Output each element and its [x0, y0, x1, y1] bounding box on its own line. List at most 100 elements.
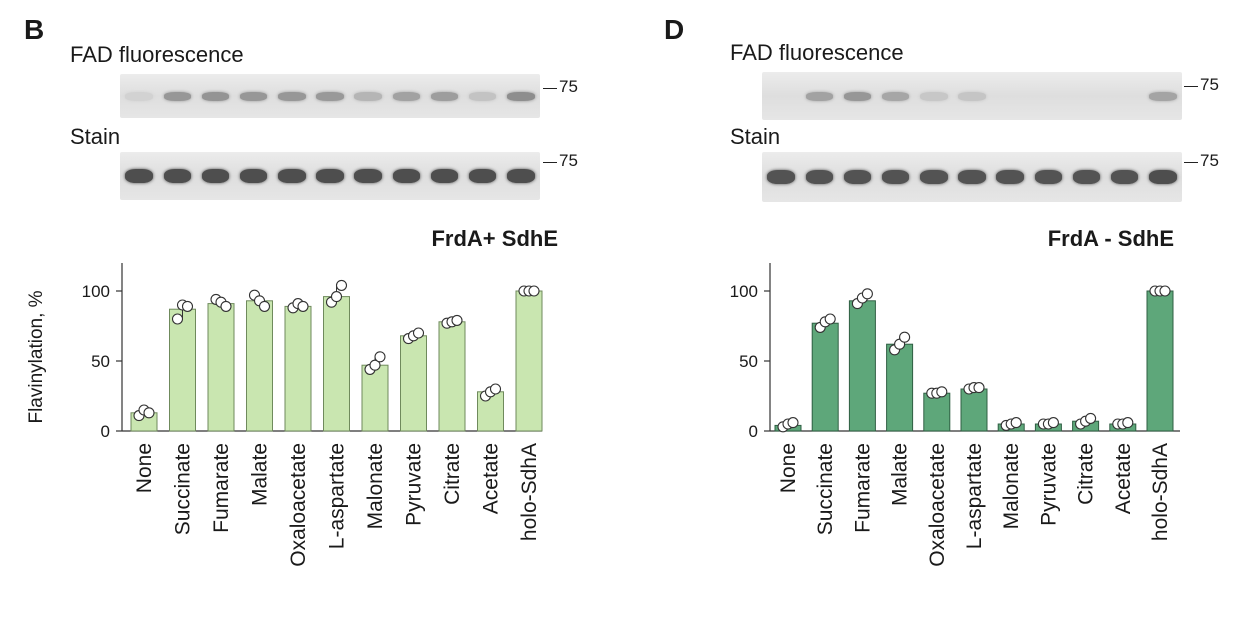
x-tick-label: Citrate — [441, 443, 464, 505]
fad-gel-band — [201, 91, 230, 101]
x-tick-label: holo-SdhA — [1149, 443, 1172, 541]
x-tick-label: Fumarate — [210, 443, 233, 533]
bar-citrate — [438, 321, 466, 432]
stain-gel-band — [278, 169, 306, 183]
panel-letter: B — [24, 14, 45, 45]
bar-oxaloacetate — [284, 305, 312, 432]
fad-gel-band — [920, 91, 948, 101]
bar-malate — [246, 300, 273, 432]
x-tick-label: Malonate — [1000, 443, 1023, 529]
fad-gel-band — [392, 91, 421, 101]
replicate-point — [973, 382, 985, 394]
bar-succinate — [169, 308, 196, 432]
replicate-point — [374, 351, 386, 363]
fad-gel-band — [805, 91, 833, 101]
stain-gel-band — [392, 169, 421, 183]
fad-marker-line — [1184, 86, 1198, 87]
stain-label: Stain — [70, 124, 121, 149]
panel-d: D FAD fluorescence Stain 75 75 FrdA - SdhE 0 50… — [624, 0, 1248, 626]
fad-gel-band — [843, 91, 872, 101]
stain-gel-band — [805, 170, 833, 184]
stain-gel-band — [1034, 170, 1063, 184]
replicate-point — [1047, 417, 1059, 429]
bar-malonate — [361, 364, 389, 432]
stain-marker-line — [1184, 162, 1198, 163]
stain-gel-band — [767, 170, 795, 184]
replicate-point — [181, 300, 194, 312]
stain-gel-band — [958, 170, 986, 184]
replicate-point — [899, 331, 911, 343]
x-tick-label: Malate — [249, 443, 272, 506]
panel-b: B FAD fluorescence Stain 75 75 FrdA+ SdhE 0 50 1… — [24, 14, 578, 567]
replicate-point — [258, 300, 271, 312]
replicate-point — [335, 279, 348, 291]
stain-gel-band — [843, 170, 872, 184]
y-tick-label: 100 — [730, 282, 758, 301]
x-tick-label: Succinate — [814, 443, 837, 535]
replicate-point — [1159, 285, 1171, 297]
x-tick-label: Malonate — [364, 443, 387, 529]
replicate-point — [1085, 412, 1097, 424]
stain-marker-label: 75 — [559, 151, 578, 170]
y-tick-label: 50 — [91, 352, 110, 371]
replicate-point — [787, 417, 799, 429]
fad-gel-band — [958, 91, 986, 101]
x-tick-label: Oxaloacetate — [287, 443, 310, 567]
y-tick-label: 0 — [749, 422, 758, 441]
y-tick-label: 50 — [739, 352, 758, 371]
replicate-point — [451, 314, 463, 326]
fad-gel-band — [881, 91, 910, 101]
fad-fluorescence-label: FAD fluorescence — [730, 40, 904, 65]
bar-holo-sdha — [515, 290, 543, 432]
fad-gel-band — [507, 91, 535, 101]
x-tick-label: Succinate — [172, 443, 195, 535]
fad-gel-band — [278, 91, 306, 101]
bar-fumarate — [207, 303, 235, 432]
stain-gel-band — [468, 169, 497, 183]
x-tick-label: Fumarate — [851, 443, 874, 533]
x-tick-label: Acetate — [480, 443, 503, 514]
fad-gel-band — [430, 91, 459, 101]
fad-gel — [762, 72, 1182, 120]
replicate-point — [489, 383, 502, 395]
replicate-point — [220, 300, 232, 312]
x-tick-label: None — [133, 443, 156, 493]
fad-gel-band — [468, 91, 497, 101]
bar-holo-sdha — [1146, 290, 1174, 432]
stain-gel-band — [125, 169, 153, 183]
stain-gel-band — [920, 170, 948, 184]
fad-gel — [120, 74, 540, 118]
stain-marker-line — [543, 162, 557, 163]
fad-marker-line — [543, 88, 557, 89]
bar-chart: 0 50 100 None Succinate Fumarate Malate Oxaloac… — [730, 263, 1180, 567]
y-tick-label: 0 — [101, 422, 110, 441]
bar-l-aspartate — [323, 296, 350, 432]
replicate-point — [861, 288, 873, 300]
fad-gel-band — [163, 91, 191, 101]
chart-title: FrdA - SdhE — [1047, 226, 1174, 251]
bar-malate — [886, 343, 914, 432]
replicate-point — [369, 359, 381, 371]
replicate-point — [528, 285, 540, 297]
bar-oxaloacetate — [923, 392, 951, 432]
replicate-point — [1122, 417, 1134, 429]
bar-succinate — [811, 322, 839, 432]
x-tick-label: None — [777, 443, 800, 493]
fad-gel-band — [125, 91, 153, 101]
stain-gel-band — [996, 170, 1024, 184]
stain-gel-band — [239, 169, 268, 183]
x-tick-label: Citrate — [1075, 443, 1098, 505]
stain-gel-band — [1110, 170, 1139, 184]
y-tick-label: 100 — [82, 282, 110, 301]
stain-gel-band — [201, 169, 230, 183]
bar-chart: 0 50 100 Flavinylation, % None Succinate Fumar… — [26, 263, 543, 567]
stain-label: Stain — [730, 124, 781, 149]
x-tick-label: Oxaloacetate — [926, 443, 949, 567]
bar-l-aspartate — [960, 388, 988, 432]
stain-gel-band — [163, 169, 191, 183]
stain-gel-band — [1149, 170, 1177, 184]
chart-title: FrdA+ SdhE — [431, 226, 558, 251]
replicate-point — [330, 291, 343, 303]
fad-gel-band — [354, 91, 382, 101]
